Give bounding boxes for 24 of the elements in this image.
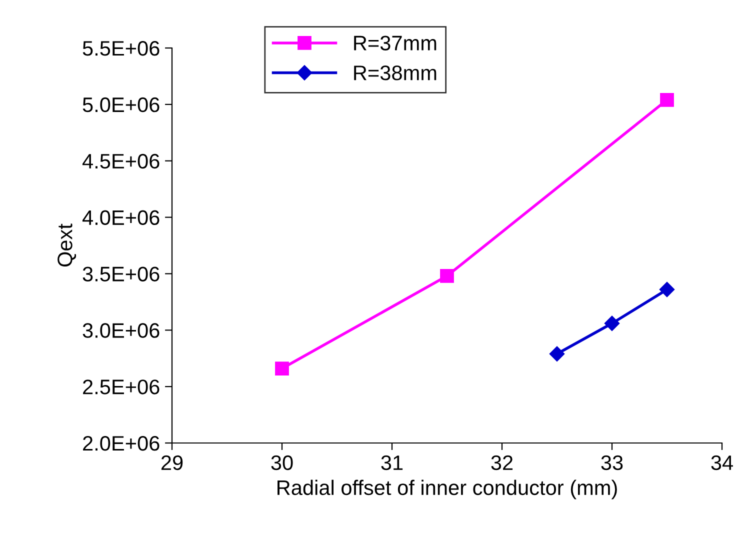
x-tick-label: 29 <box>161 455 183 470</box>
point <box>604 316 620 331</box>
y-tick-label: 4.5E+06 <box>82 154 160 169</box>
y-tick-label: 3.5E+06 <box>82 266 160 282</box>
point <box>440 269 454 283</box>
x-tick-label: 33 <box>601 455 623 470</box>
y-tick-label: 5.0E+06 <box>82 97 160 112</box>
x-tick-label: 30 <box>271 455 293 470</box>
y-tick-label: 2.5E+06 <box>83 380 160 394</box>
y-axis-title: Qext <box>58 224 76 267</box>
x-axis-title: Radial offset of inner conductor (mm) <box>278 480 617 500</box>
x-tick-label: 34 <box>711 455 733 470</box>
y-tick-label: 4.0E+06 <box>82 210 160 226</box>
y-tick-label: 2.0E+06 <box>83 436 160 451</box>
x-tick-label: 32 <box>491 455 513 470</box>
point <box>549 346 565 362</box>
legend-label: R=38mm <box>354 66 436 80</box>
x-tick-label: 31 <box>381 455 403 470</box>
point <box>659 282 675 298</box>
point <box>275 362 289 376</box>
point <box>660 92 674 107</box>
y-tick-label: 5.5E+06 <box>82 41 160 56</box>
legend-label: R=37mm <box>354 36 436 50</box>
y-tick-label: 3.0E+06 <box>82 323 160 338</box>
